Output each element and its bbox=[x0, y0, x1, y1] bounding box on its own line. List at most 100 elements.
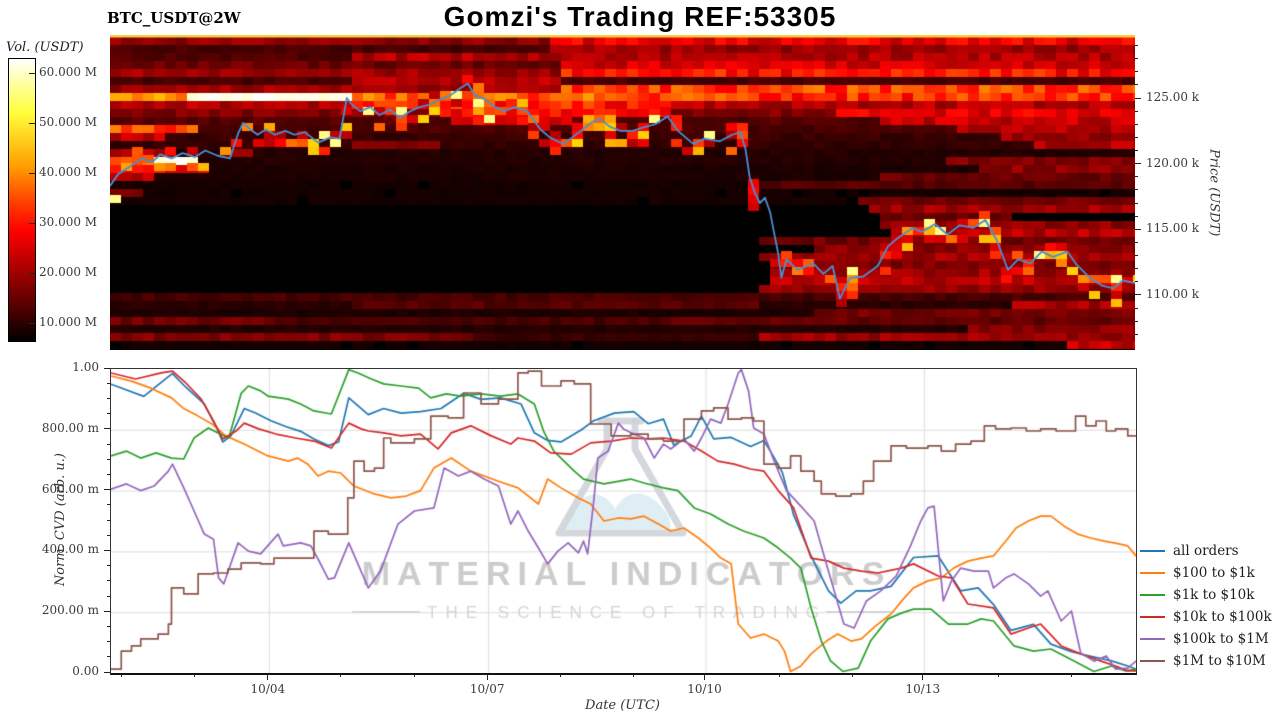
cvd-y-minor-tickmark bbox=[107, 595, 110, 597]
colorbar-tick-label: 50.000 M bbox=[39, 115, 98, 129]
cvd-y-tick-label: 0.00 bbox=[72, 664, 99, 678]
price-minor-tickmark bbox=[1135, 58, 1138, 60]
price-tickmark bbox=[1135, 97, 1141, 99]
cvd-y-minor-tickmark bbox=[107, 565, 110, 567]
colorbar-tick-label: 60.000 M bbox=[39, 65, 98, 79]
date-tickmark bbox=[267, 674, 269, 680]
price-tick-label: 110.00 k bbox=[1146, 286, 1200, 301]
cvd-y-minor-tickmark bbox=[107, 382, 110, 384]
price-minor-tickmark bbox=[1135, 241, 1138, 243]
cvd-y-minor-tickmark bbox=[107, 641, 110, 643]
legend-item: $100 to $1k bbox=[1140, 562, 1272, 584]
cvd-y-minor-tickmark bbox=[107, 413, 110, 415]
cvd-y-minor-tickmark bbox=[107, 625, 110, 627]
legend-line-swatch bbox=[1140, 550, 1165, 552]
date-minor-tickmark bbox=[852, 674, 853, 677]
legend-item: all orders bbox=[1140, 540, 1272, 562]
legend-label: all orders bbox=[1173, 543, 1239, 559]
legend-item: $100k to $1M bbox=[1140, 628, 1272, 650]
cvd-y-minor-tickmark bbox=[107, 534, 110, 536]
legend-item: $1k to $10k bbox=[1140, 584, 1272, 606]
price-minor-tickmark bbox=[1135, 45, 1138, 46]
cvd-y-minor-tickmark bbox=[107, 397, 110, 399]
price-minor-tickmark bbox=[1135, 71, 1138, 73]
cvd-y-minor-tickmark bbox=[107, 519, 110, 521]
cvd-y-tick-label: 1.00 bbox=[72, 360, 99, 374]
price-minor-tickmark bbox=[1135, 150, 1138, 151]
colorbar-tickmark bbox=[29, 222, 35, 224]
cvd-y-tickmark bbox=[104, 428, 110, 430]
date-tick-label: 10/10 bbox=[687, 682, 722, 696]
price-minor-tickmark bbox=[1135, 110, 1138, 112]
legend-label: $100 to $1k bbox=[1173, 565, 1255, 581]
symbol-label: BTC_USDT@2W bbox=[107, 9, 241, 27]
price-tick-label: 120.00 k bbox=[1146, 155, 1200, 170]
cvd-lines-canvas bbox=[111, 369, 1136, 673]
legend-label: $1k to $10k bbox=[1173, 587, 1255, 603]
cvd-y-minor-tickmark bbox=[107, 443, 110, 445]
legend-label: $10k to $100k bbox=[1173, 609, 1272, 625]
legend-label: $100k to $1M bbox=[1173, 631, 1269, 647]
colorbar-tick-label: 10.000 M bbox=[39, 315, 98, 329]
date-minor-tickmark bbox=[121, 674, 123, 677]
cvd-y-tick-label: 400.00 m bbox=[41, 542, 99, 557]
cvd-y-tickmark bbox=[104, 671, 110, 673]
date-minor-tickmark bbox=[413, 674, 415, 677]
colorbar-tickmark bbox=[29, 272, 35, 274]
price-minor-tickmark bbox=[1135, 268, 1138, 270]
date-tickmark bbox=[922, 674, 924, 680]
legend-label: $1M to $10M bbox=[1173, 653, 1266, 669]
date-tick-label: 10/13 bbox=[905, 682, 941, 696]
series-legend: all orders $100 to $1k $1k to $10k $10k to … bbox=[1140, 540, 1272, 672]
cvd-y-tickmark bbox=[104, 489, 110, 491]
cvd-y-tickmark bbox=[104, 549, 110, 551]
cvd-y-minor-tickmark bbox=[107, 458, 110, 460]
legend-line-swatch bbox=[1140, 594, 1165, 596]
legend-line-swatch bbox=[1140, 660, 1165, 662]
cvd-y-minor-tickmark bbox=[107, 580, 110, 582]
colorbar-tick-label: 40.000 M bbox=[39, 165, 98, 179]
cvd-y-tick-label: 600.00 m bbox=[41, 481, 99, 496]
cvd-y-tick-label: 800.00 m bbox=[41, 420, 99, 435]
date-minor-tickmark bbox=[632, 674, 634, 677]
colorbar-tick-label: 30.000 M bbox=[39, 215, 98, 229]
price-minor-tickmark bbox=[1135, 307, 1138, 309]
price-tickmark bbox=[1135, 228, 1141, 230]
price-tick-label: 115.00 k bbox=[1146, 221, 1200, 236]
legend-line-swatch bbox=[1140, 616, 1165, 618]
date-tickmark bbox=[704, 674, 705, 680]
price-minor-tickmark bbox=[1135, 202, 1138, 204]
date-axis-label: Date (UTC) bbox=[585, 698, 660, 713]
price-tickmark bbox=[1135, 163, 1141, 165]
price-minor-tickmark bbox=[1135, 215, 1138, 217]
date-minor-tickmark bbox=[559, 674, 561, 677]
date-minor-tickmark bbox=[340, 674, 342, 677]
price-minor-tickmark bbox=[1135, 281, 1138, 283]
price-minor-tickmark bbox=[1135, 333, 1138, 335]
page-title: Gomzi's Trading REF:53305 bbox=[443, 1, 837, 32]
date-tick-label: 10/07 bbox=[469, 682, 505, 696]
date-minor-tickmark bbox=[998, 674, 1000, 677]
legend-item: $1M to $10M bbox=[1140, 650, 1272, 672]
colorbar-tickmark bbox=[29, 172, 35, 174]
price-minor-tickmark bbox=[1135, 84, 1138, 86]
legend-line-swatch bbox=[1140, 638, 1165, 640]
cvd-y-minor-tickmark bbox=[107, 504, 110, 506]
cvd-y-tick-label: 200.00 m bbox=[41, 603, 99, 618]
price-minor-tickmark bbox=[1135, 320, 1138, 322]
price-minor-tickmark bbox=[1135, 123, 1138, 125]
price-axis-label: Price (USDT) bbox=[1206, 148, 1222, 237]
date-minor-tickmark bbox=[778, 674, 780, 677]
date-minor-tickmark bbox=[194, 674, 196, 677]
colorbar-tickmark bbox=[29, 322, 35, 324]
legend-line-swatch bbox=[1140, 572, 1165, 574]
cvd-plot-area bbox=[110, 368, 1137, 675]
colorbar-label: Vol. (USDT) bbox=[6, 40, 84, 55]
date-tickmark bbox=[486, 674, 488, 680]
legend-item: $10k to $100k bbox=[1140, 606, 1272, 628]
price-minor-tickmark bbox=[1135, 189, 1138, 191]
cvd-y-minor-tickmark bbox=[107, 473, 110, 475]
volume-colorbar bbox=[8, 58, 36, 342]
cvd-y-tickmark bbox=[104, 367, 110, 369]
